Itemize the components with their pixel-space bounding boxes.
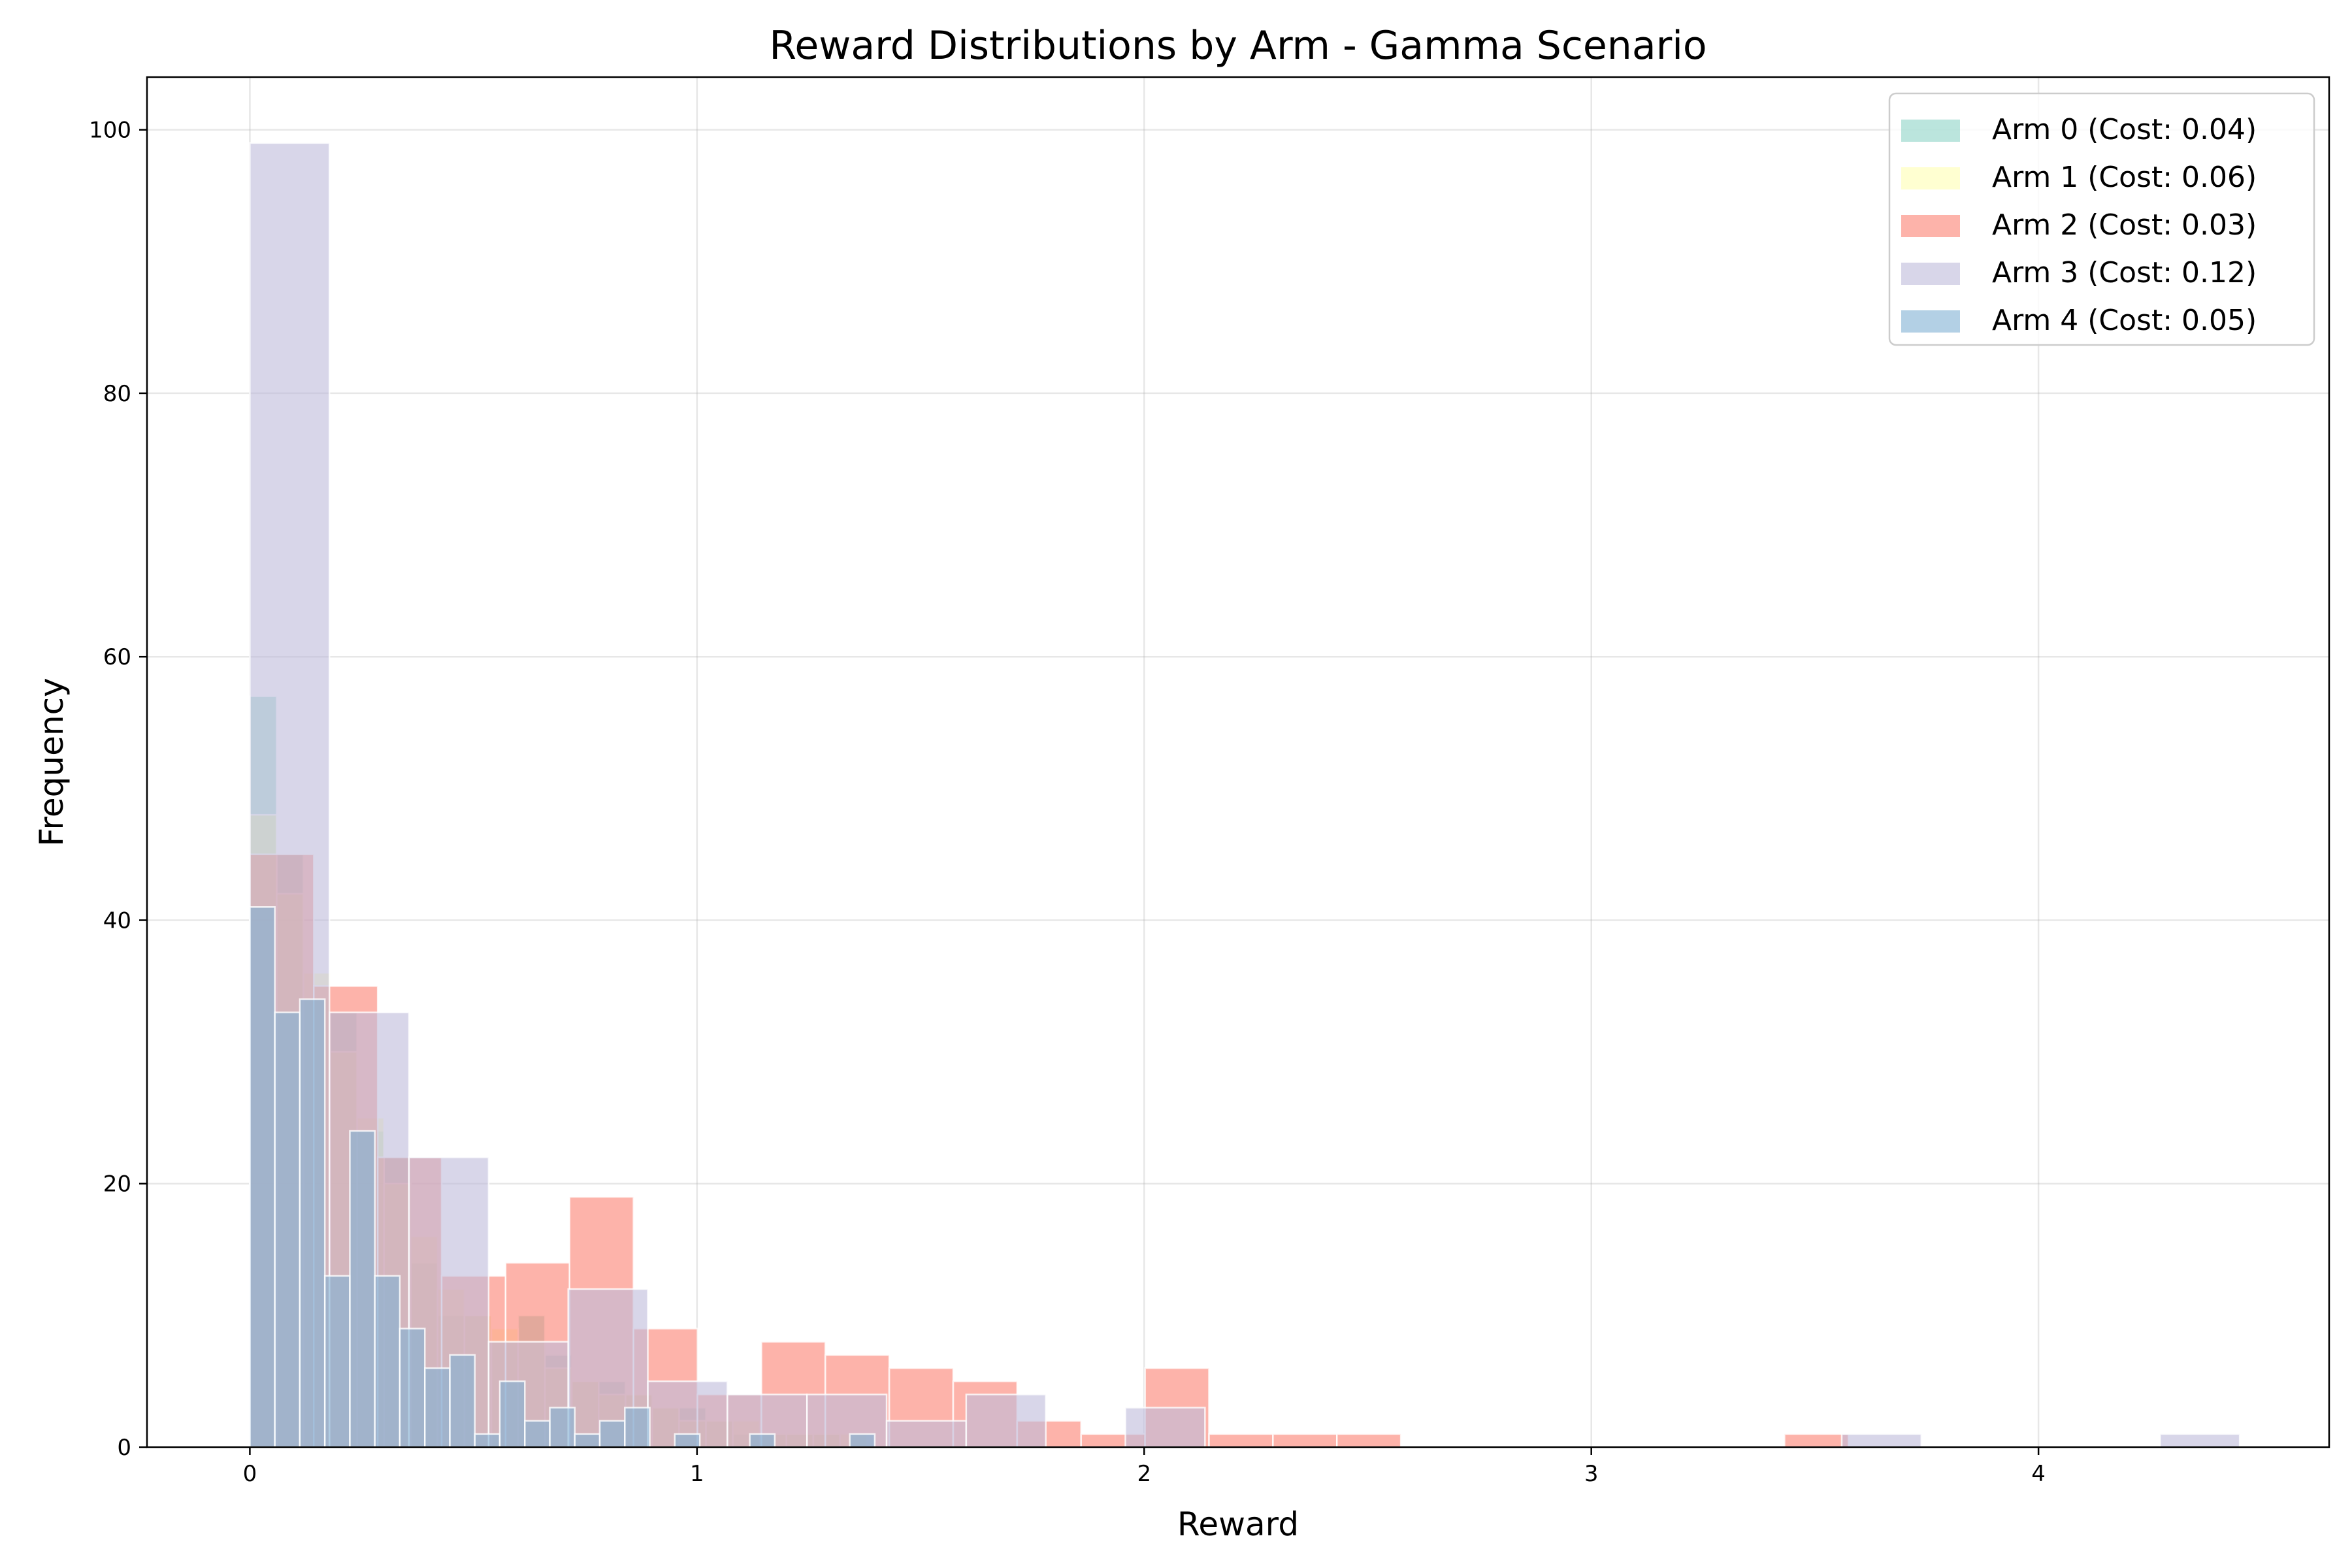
histogram-bar [1208,1433,1274,1448]
histogram-bar [1272,1433,1338,1448]
histogram-bar [574,1433,601,1448]
bars [249,142,2241,1448]
y-tick-label: 60 [103,644,131,670]
legend-swatch [1901,263,1960,285]
chart-title: Reward Distributions by Arm - Gamma Scen… [769,23,1707,69]
histogram-bar [474,1433,501,1448]
histogram-bar [349,1130,376,1448]
histogram-bar [374,1275,401,1448]
x-tick-label: 0 [243,1461,257,1487]
histogram-bar [1336,1433,1402,1448]
legend-label: Arm 1 (Cost: 0.06) [1992,161,2257,194]
histogram-bar [624,1407,651,1448]
x-tick-label: 4 [2031,1461,2046,1487]
y-axis-label: Frequency [33,678,71,846]
y-tick-label: 20 [103,1171,131,1198]
histogram-bar [749,1433,776,1448]
x-tick-label: 1 [690,1461,704,1487]
legend-swatch [1901,167,1960,189]
histogram-bar [323,1275,351,1448]
histogram-bar [249,906,276,1448]
x-axis-label: Reward [1177,1505,1299,1543]
series-arm-4 [249,906,876,1448]
histogram-bar [1840,1433,1923,1448]
histogram-bar [449,1354,476,1448]
x-tick-label: 2 [1137,1461,1151,1487]
y-tick-label: 100 [89,118,131,144]
histogram-bar [498,1380,526,1448]
histogram-bar [549,1407,576,1448]
histogram-bar [598,1420,626,1448]
legend-label: Arm 3 (Cost: 0.12) [1992,256,2257,289]
legend-label: Arm 2 (Cost: 0.03) [1992,208,2257,242]
histogram-bar [965,1394,1047,1448]
histogram-bar [885,1420,968,1448]
histogram-bar [849,1433,876,1448]
y-tick-label: 40 [103,907,131,934]
plot-frame [146,76,2330,1448]
histogram-bar [274,1011,301,1448]
histogram-bar [399,1328,426,1448]
histogram-bar [1784,1433,1850,1448]
legend-swatch [1901,310,1960,333]
legend-swatch [1901,120,1960,142]
legend-swatch [1901,215,1960,237]
legend-box [1888,92,2315,346]
histogram-bar [2159,1433,2241,1448]
histogram-bar [1124,1407,1206,1448]
histogram-bar [524,1420,551,1448]
histogram-bar [299,998,326,1448]
y-tick-label: 0 [117,1435,131,1461]
histogram-bar [674,1433,701,1448]
histogram-bar [423,1367,451,1448]
y-tick-label: 80 [103,381,131,407]
legend-label: Arm 4 (Cost: 0.05) [1992,304,2257,337]
legend-label: Arm 0 (Cost: 0.04) [1992,113,2257,146]
legend: Arm 0 (Cost: 0.04) Arm 1 (Cost: 0.06) Arm … [1888,92,2315,346]
x-tick-label: 3 [1584,1461,1599,1487]
